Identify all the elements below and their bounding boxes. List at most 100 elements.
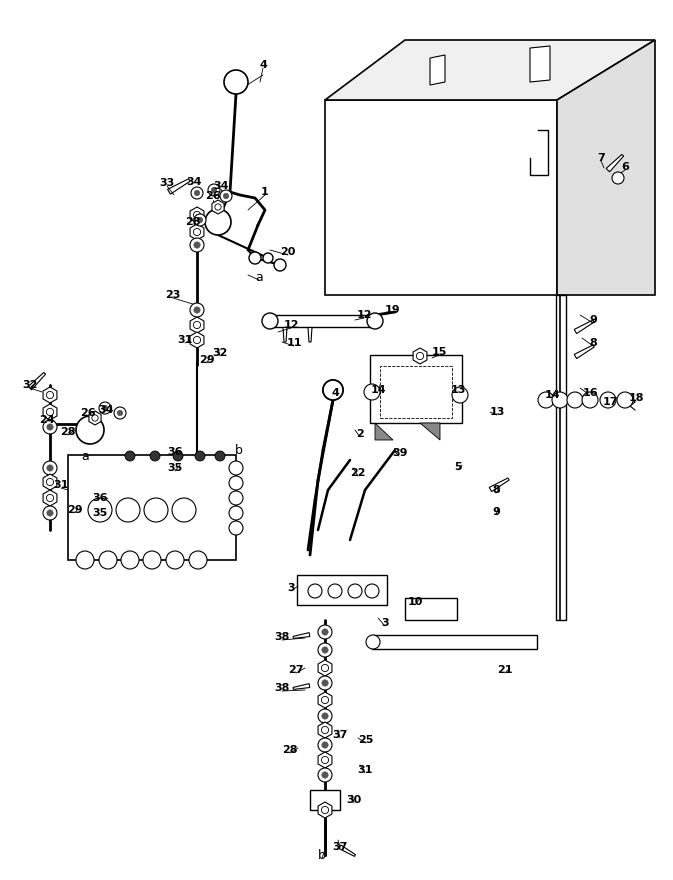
Circle shape (43, 420, 57, 434)
Polygon shape (318, 692, 332, 708)
Text: 8: 8 (589, 338, 597, 348)
Circle shape (190, 303, 204, 317)
Polygon shape (43, 387, 57, 403)
Text: 7: 7 (597, 153, 605, 163)
Text: 20: 20 (281, 247, 295, 257)
Circle shape (322, 742, 328, 748)
Bar (370, 355, 462, 423)
Text: 26: 26 (80, 408, 96, 418)
Text: 34: 34 (186, 177, 202, 187)
Circle shape (322, 713, 328, 719)
Polygon shape (190, 332, 204, 348)
Circle shape (47, 465, 53, 471)
Circle shape (322, 629, 328, 635)
Polygon shape (530, 46, 550, 82)
Circle shape (318, 625, 332, 639)
Circle shape (208, 184, 220, 196)
Circle shape (191, 187, 203, 199)
Circle shape (195, 451, 205, 461)
Text: 28: 28 (185, 217, 201, 227)
Text: 36: 36 (168, 447, 183, 457)
Polygon shape (293, 633, 310, 638)
Circle shape (308, 584, 322, 598)
Circle shape (322, 772, 328, 778)
Polygon shape (308, 327, 312, 342)
Circle shape (612, 172, 624, 184)
Text: 29: 29 (67, 505, 83, 515)
Circle shape (328, 584, 342, 598)
Circle shape (552, 392, 568, 408)
Circle shape (117, 410, 122, 415)
Text: 4: 4 (331, 388, 339, 398)
Circle shape (114, 407, 126, 419)
Polygon shape (420, 423, 440, 440)
Circle shape (189, 551, 207, 569)
Polygon shape (318, 802, 332, 818)
Circle shape (365, 584, 379, 598)
Bar (405, 598, 457, 620)
Circle shape (538, 392, 554, 408)
Circle shape (143, 551, 161, 569)
Circle shape (223, 194, 229, 199)
Text: 12: 12 (283, 320, 299, 330)
Text: 27: 27 (288, 665, 304, 675)
Circle shape (197, 217, 203, 223)
Text: 13: 13 (489, 407, 505, 417)
Text: 3: 3 (287, 583, 295, 593)
Circle shape (364, 384, 380, 400)
Text: 31: 31 (357, 765, 373, 775)
Text: 35: 35 (168, 463, 182, 473)
Text: 1: 1 (261, 187, 269, 197)
Text: 23: 23 (166, 290, 180, 300)
Circle shape (88, 498, 112, 522)
Circle shape (452, 387, 468, 403)
Text: 29: 29 (199, 355, 215, 365)
Polygon shape (190, 207, 204, 223)
Circle shape (229, 476, 243, 490)
Text: a: a (81, 450, 89, 463)
Circle shape (323, 380, 343, 400)
Text: 37: 37 (332, 842, 348, 852)
Circle shape (274, 259, 286, 271)
Circle shape (43, 461, 57, 475)
Circle shape (43, 506, 57, 520)
Circle shape (194, 214, 206, 226)
Circle shape (47, 424, 53, 430)
Polygon shape (557, 40, 655, 295)
Circle shape (229, 506, 243, 520)
Circle shape (220, 190, 232, 202)
Text: 24: 24 (39, 415, 55, 425)
Bar (380, 366, 452, 418)
Circle shape (367, 313, 383, 329)
Text: 14: 14 (370, 385, 386, 395)
Circle shape (173, 451, 183, 461)
Circle shape (322, 647, 328, 653)
Text: 8: 8 (492, 485, 500, 495)
Circle shape (125, 451, 135, 461)
Polygon shape (293, 684, 310, 689)
Text: 34: 34 (98, 405, 114, 415)
Text: 6: 6 (621, 162, 629, 172)
Text: 18: 18 (629, 393, 644, 403)
Circle shape (262, 313, 278, 329)
Polygon shape (168, 179, 190, 194)
Circle shape (47, 510, 53, 517)
Polygon shape (574, 345, 594, 358)
Circle shape (211, 187, 217, 193)
Bar (325, 100, 557, 295)
Bar (68, 455, 236, 560)
Polygon shape (606, 154, 624, 172)
Text: 26: 26 (205, 191, 221, 201)
Polygon shape (325, 40, 655, 100)
Polygon shape (190, 224, 204, 240)
Circle shape (144, 498, 168, 522)
Text: 38: 38 (275, 632, 289, 642)
Circle shape (194, 307, 200, 313)
Circle shape (348, 584, 362, 598)
Circle shape (205, 209, 231, 235)
Polygon shape (574, 320, 594, 334)
Polygon shape (89, 411, 101, 425)
Circle shape (318, 709, 332, 723)
Text: 30: 30 (347, 795, 361, 805)
Text: 5: 5 (454, 462, 462, 472)
